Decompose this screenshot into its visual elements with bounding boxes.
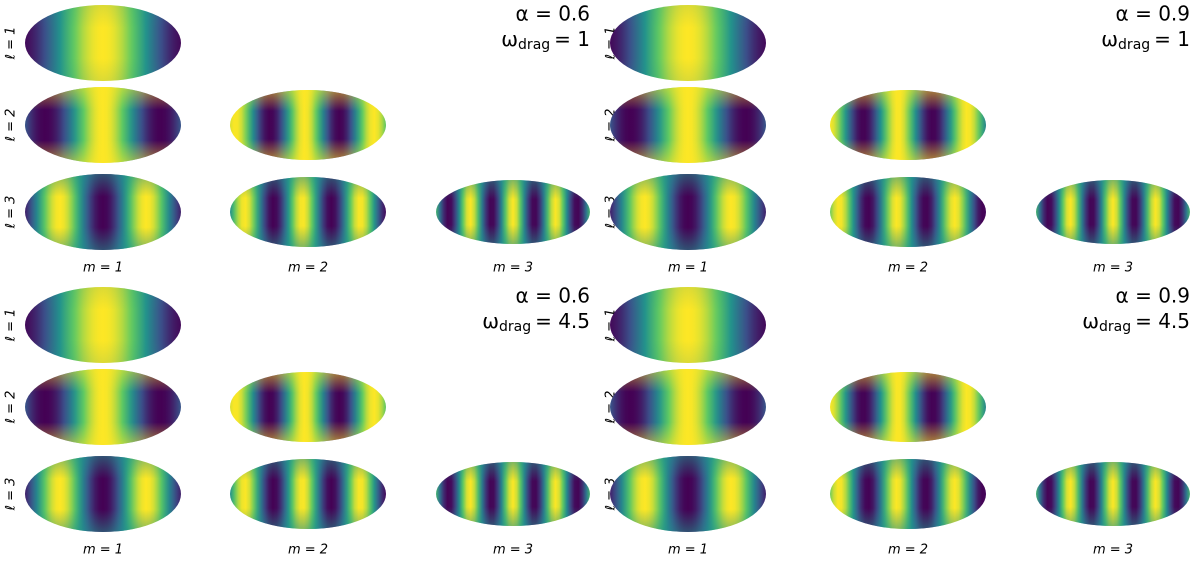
alpha-label: α = 0.9 (1116, 284, 1190, 308)
map-shading (230, 177, 386, 247)
omega-subscript: drag (1099, 319, 1131, 335)
map-shading (230, 90, 386, 160)
col-label: m = 3 (1093, 261, 1133, 276)
omega-label: ωdrag = 1 (1101, 27, 1190, 54)
map-shading (25, 87, 181, 163)
row-label: ℓ = 1 (4, 309, 19, 343)
col-label: m = 2 (888, 543, 928, 558)
omega-value: = 1 (1154, 27, 1190, 51)
omega-label: ωdrag = 1 (501, 27, 590, 54)
alpha-label: α = 0.6 (516, 284, 590, 308)
col-label: m = 1 (668, 543, 708, 558)
map-shading (25, 174, 181, 250)
col-label: m = 1 (83, 261, 123, 276)
col-label: m = 3 (493, 261, 533, 276)
map-shading (830, 459, 986, 529)
omega-label: ωdrag = 4.5 (482, 309, 590, 336)
map-shading (230, 372, 386, 442)
map-shading (610, 456, 766, 532)
col-label: m = 3 (493, 543, 533, 558)
row-label: ℓ = 2 (4, 391, 19, 425)
row-label: ℓ = 2 (4, 109, 19, 143)
map-shading (830, 177, 986, 247)
map-shading (436, 462, 590, 526)
map-shading (830, 372, 986, 442)
omega-symbol: ω (482, 309, 499, 333)
col-label: m = 2 (888, 261, 928, 276)
alpha-label: α = 0.9 (1116, 2, 1190, 26)
col-label: m = 1 (668, 261, 708, 276)
alpha-label: α = 0.6 (516, 2, 590, 26)
map-shading (1036, 462, 1190, 526)
map-shading (25, 5, 181, 81)
omega-value: = 4.5 (1135, 309, 1190, 333)
map-shading (610, 174, 766, 250)
omega-symbol: ω (1082, 309, 1099, 333)
map-shading (610, 5, 766, 81)
map-shading (610, 287, 766, 363)
omega-subscript: drag (1118, 37, 1150, 53)
map-shading (436, 180, 590, 244)
col-label: m = 1 (83, 543, 123, 558)
col-label: m = 2 (288, 543, 328, 558)
omega-label: ωdrag = 4.5 (1082, 309, 1190, 336)
map-shading (830, 90, 986, 160)
omega-value: = 1 (554, 27, 590, 51)
map-shading (230, 459, 386, 529)
omega-value: = 4.5 (535, 309, 590, 333)
row-label: ℓ = 3 (4, 478, 19, 512)
map-shading (610, 87, 766, 163)
omega-symbol: ω (501, 27, 518, 51)
col-label: m = 3 (1093, 543, 1133, 558)
map-shading (610, 369, 766, 445)
map-shading (1036, 180, 1190, 244)
map-shading (25, 456, 181, 532)
omega-subscript: drag (499, 319, 531, 335)
omega-symbol: ω (1101, 27, 1118, 51)
row-label: ℓ = 3 (4, 196, 19, 230)
map-shading (25, 369, 181, 445)
row-label: ℓ = 1 (4, 27, 19, 61)
omega-subscript: drag (518, 37, 550, 53)
col-label: m = 2 (288, 261, 328, 276)
map-shading (25, 287, 181, 363)
